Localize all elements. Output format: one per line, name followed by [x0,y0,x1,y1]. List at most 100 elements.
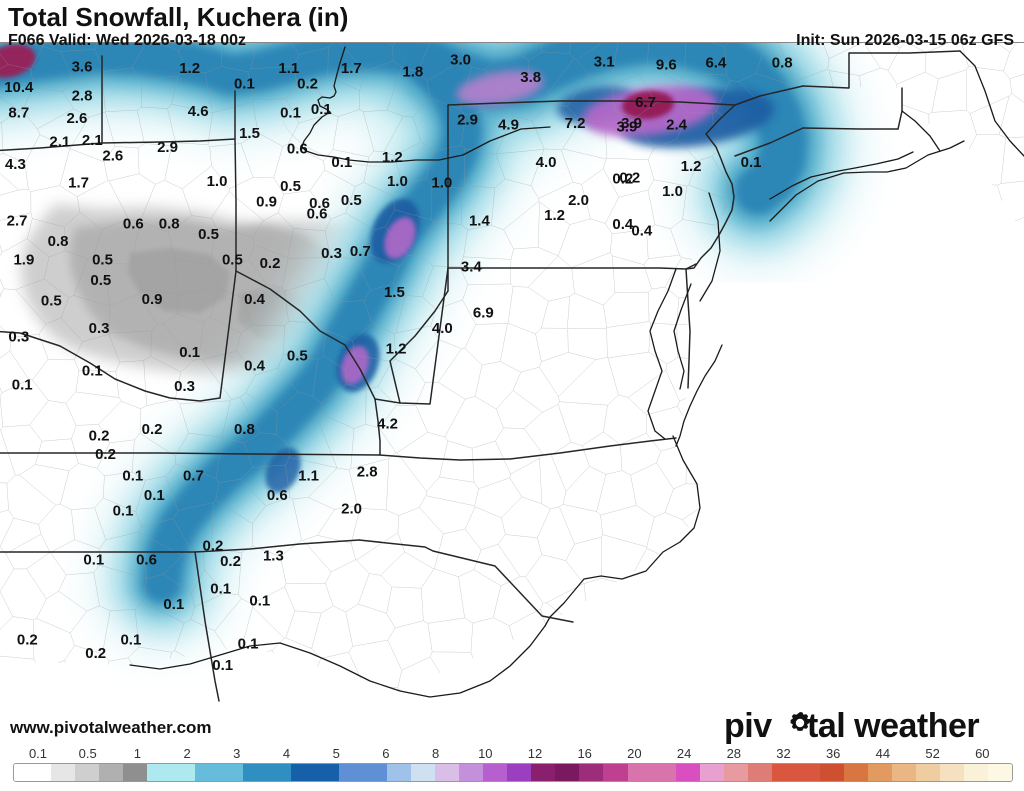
svg-text:0.8: 0.8 [48,233,69,250]
svg-text:0.3: 0.3 [174,378,195,395]
svg-text:0.1: 0.1 [82,363,103,380]
svg-text:2.9: 2.9 [157,139,178,156]
svg-text:0.6: 0.6 [123,216,144,233]
svg-text:0.1: 0.1 [238,635,259,652]
svg-text:1.7: 1.7 [341,60,362,77]
svg-text:0.1: 0.1 [210,581,231,598]
svg-text:0.1: 0.1 [311,101,332,118]
svg-text:4.0: 4.0 [432,320,453,337]
svg-text:0.5: 0.5 [287,347,308,364]
svg-text:0.1: 0.1 [113,503,134,520]
svg-text:0.1: 0.1 [144,487,165,504]
svg-text:1.5: 1.5 [384,284,405,301]
svg-text:4.2: 4.2 [377,416,398,433]
svg-text:0.9: 0.9 [256,194,277,211]
svg-text:2.9: 2.9 [457,112,478,129]
svg-text:0.8: 0.8 [772,55,793,72]
svg-text:0.1: 0.1 [280,105,301,122]
svg-text:1.0: 1.0 [207,173,228,190]
svg-text:1.1: 1.1 [298,467,319,484]
svg-text:0.1: 0.1 [249,592,270,609]
svg-text:2.8: 2.8 [357,463,378,480]
svg-text:2.1: 2.1 [49,134,70,151]
svg-text:0.1: 0.1 [122,467,143,484]
svg-text:7.2: 7.2 [565,115,586,132]
svg-text:1.0: 1.0 [662,183,683,200]
svg-text:0.1: 0.1 [212,657,233,674]
svg-text:0.3: 0.3 [8,329,29,346]
svg-text:0.1: 0.1 [163,596,184,613]
svg-text:3.1: 3.1 [594,53,615,70]
svg-text:3.9: 3.9 [616,119,637,136]
svg-text:2.4: 2.4 [666,117,688,134]
svg-text:0.5: 0.5 [90,272,111,289]
svg-text:0.6: 0.6 [136,551,157,568]
svg-text:0.3: 0.3 [321,245,342,262]
svg-text:0.2: 0.2 [202,538,223,555]
svg-text:2.7: 2.7 [7,212,28,229]
svg-text:0.7: 0.7 [183,467,204,484]
svg-text:1.5: 1.5 [239,125,260,142]
svg-text:3.4: 3.4 [461,259,483,276]
svg-text:0.6: 0.6 [287,141,308,158]
svg-text:0.2: 0.2 [260,255,281,272]
svg-text:1.2: 1.2 [179,60,200,77]
svg-text:8.7: 8.7 [8,105,29,122]
svg-text:1.8: 1.8 [402,64,423,81]
svg-text:1.2: 1.2 [681,158,702,175]
svg-text:6.9: 6.9 [473,305,494,322]
svg-text:0.2: 0.2 [95,446,116,463]
svg-text:0.2: 0.2 [612,171,633,188]
svg-text:0.1: 0.1 [179,344,200,361]
svg-text:2.6: 2.6 [66,110,87,127]
svg-text:1.9: 1.9 [13,252,34,269]
svg-text:6.7: 6.7 [635,94,656,111]
svg-text:1.2: 1.2 [544,207,565,224]
svg-text:10.4: 10.4 [4,79,34,96]
svg-text:1.3: 1.3 [263,547,284,564]
svg-text:1.2: 1.2 [382,149,403,166]
svg-text:4.0: 4.0 [536,154,557,171]
svg-text:0.4: 0.4 [612,216,634,233]
svg-text:0.1: 0.1 [234,76,255,93]
svg-text:2.8: 2.8 [72,88,93,105]
svg-text:3.6: 3.6 [72,59,93,76]
svg-text:2.0: 2.0 [568,192,589,209]
svg-text:1.0: 1.0 [431,175,452,192]
svg-text:2.6: 2.6 [102,147,123,164]
svg-text:0.1: 0.1 [12,376,33,393]
svg-text:4.9: 4.9 [498,117,519,134]
svg-text:3.8: 3.8 [520,69,541,86]
svg-text:0.4: 0.4 [244,358,266,375]
svg-text:0.2: 0.2 [85,645,106,662]
svg-text:0.5: 0.5 [222,252,243,269]
svg-text:0.5: 0.5 [341,192,362,209]
svg-text:0.6: 0.6 [307,206,328,223]
svg-text:1.7: 1.7 [68,175,89,192]
svg-text:0.4: 0.4 [631,223,653,240]
svg-text:0.5: 0.5 [198,226,219,243]
svg-text:0.1: 0.1 [83,551,104,568]
svg-text:1.4: 1.4 [469,212,491,229]
svg-text:0.2: 0.2 [142,421,163,438]
svg-text:0.5: 0.5 [92,252,113,269]
svg-text:0.9: 0.9 [142,291,163,308]
svg-text:0.2: 0.2 [220,553,241,570]
svg-text:0.1: 0.1 [331,154,352,171]
svg-text:0.2: 0.2 [17,631,38,648]
svg-text:9.6: 9.6 [656,57,677,74]
svg-text:4.3: 4.3 [5,156,26,173]
svg-text:tal weather: tal weather [807,707,979,745]
svg-text:0.8: 0.8 [234,421,255,438]
svg-text:4.6: 4.6 [188,103,209,120]
svg-text:6.4: 6.4 [705,55,727,72]
svg-text:0.8: 0.8 [159,216,180,233]
svg-text:2.0: 2.0 [341,501,362,518]
svg-text:1.1: 1.1 [278,60,299,77]
svg-text:0.5: 0.5 [280,178,301,195]
svg-text:3.0: 3.0 [450,52,471,69]
svg-text:0.2: 0.2 [89,428,110,445]
svg-text:0.1: 0.1 [741,154,762,171]
svg-text:2.1: 2.1 [82,132,103,149]
svg-text:piv: piv [724,707,772,745]
